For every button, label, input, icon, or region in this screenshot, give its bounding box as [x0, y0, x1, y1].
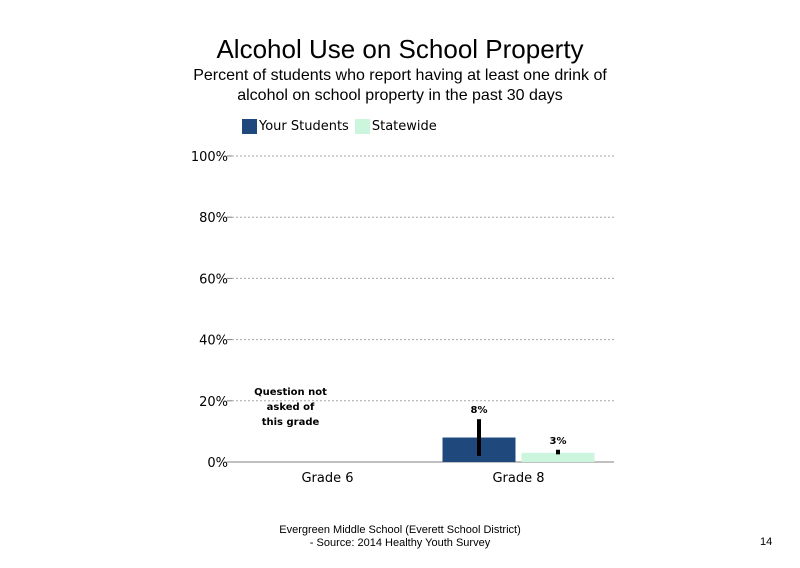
- y-tick-label-100: 100%: [191, 150, 228, 165]
- footer: Evergreen Middle School (Everett School …: [0, 524, 800, 550]
- legend-swatch-your-students: [242, 119, 257, 134]
- data-label-your-students-grade-8: 8%: [471, 405, 488, 416]
- bar-statewide-grade-8: [521, 452, 595, 462]
- legend-label-your-students: Your Students: [259, 119, 349, 134]
- footer-source: - Source: 2014 Healthy Youth Survey: [309, 537, 491, 549]
- annotation-line-1: Question not: [254, 387, 327, 398]
- annotation-line-2: asked of: [267, 402, 315, 413]
- legend-swatch-statewide: [354, 119, 370, 134]
- footer-school: Evergreen Middle School (Everett School …: [279, 524, 521, 536]
- data-label-statewide-grade-8: 3%: [550, 436, 567, 447]
- legend-label-statewide: Statewide: [371, 119, 437, 134]
- y-tick-label-0: 0%: [207, 456, 228, 471]
- y-tick-label-60: 60%: [199, 272, 228, 287]
- legend-item-your-students: Your Students: [242, 119, 349, 134]
- chart-title: Alcohol Use on School Property: [216, 34, 584, 64]
- legend-item-statewide: Statewide: [354, 119, 437, 134]
- legend: Your Students Statewide: [242, 119, 443, 134]
- page-number: 14: [760, 536, 773, 548]
- x-tick-label-grade-8: Grade 8: [492, 471, 544, 486]
- chart-subtitle: Percent of students who report having at…: [193, 67, 607, 104]
- x-tick-label-grade-6: Grade 6: [301, 471, 353, 486]
- y-tick-label-80: 80%: [199, 211, 228, 226]
- y-tick-label-20: 20%: [199, 395, 228, 410]
- annotation-line-3: this grade: [262, 417, 320, 428]
- y-tick-label-40: 40%: [199, 334, 228, 349]
